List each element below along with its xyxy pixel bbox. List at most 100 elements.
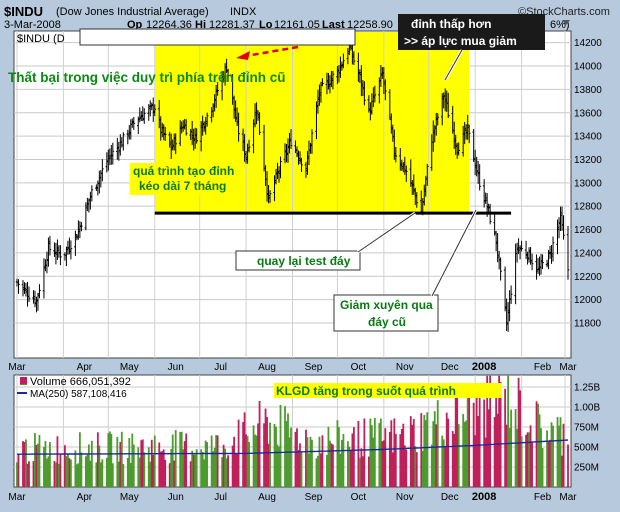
annotation-break-2: đáy cũ	[368, 315, 406, 329]
volume-bar	[89, 460, 92, 487]
time-tick-label: Nov	[396, 492, 414, 503]
volume-bar	[26, 463, 29, 487]
volume-bar	[381, 441, 384, 487]
volume-bar	[320, 453, 322, 487]
volume-bar	[444, 446, 447, 487]
volume-time-axis: Mar Apr May Jun Jul Aug Sep Oct Nov Dec 2008 Feb Mar	[8, 491, 577, 503]
volume-bar	[363, 418, 366, 487]
volume-bar	[28, 461, 30, 487]
volume-bar	[514, 409, 517, 487]
volume-bar	[384, 428, 387, 487]
dropdown-arrow-icon[interactable]	[562, 20, 570, 25]
volume-bar	[164, 459, 167, 487]
volume-bar	[266, 417, 268, 487]
volume-bar	[200, 449, 203, 487]
volume-bar	[35, 444, 38, 487]
volume-bar	[47, 456, 50, 487]
volume-bar	[255, 435, 258, 487]
volume-bar	[411, 424, 414, 487]
annotation-volume: KLGD tăng trong suốt quá trình	[276, 384, 456, 398]
volume-bar	[504, 388, 507, 487]
volume-bar	[212, 451, 215, 487]
volume-bar	[216, 435, 219, 487]
volume-bar	[204, 440, 207, 487]
volume-bar	[56, 436, 59, 487]
volume-bar	[519, 390, 521, 487]
volume-tick-label: 1.25B	[574, 383, 600, 394]
volume-bar	[441, 435, 444, 487]
volume-bar	[454, 395, 457, 487]
volume-bar	[227, 455, 230, 487]
volume-bar	[67, 454, 69, 487]
volume-bar	[69, 459, 72, 487]
volume-bar	[435, 424, 438, 487]
time-tick-label: Jun	[168, 362, 184, 373]
volume-bar	[317, 455, 319, 487]
volume-bar	[245, 434, 247, 487]
volume-bar	[433, 411, 436, 487]
time-tick-label: Dec	[441, 362, 459, 373]
volume-bar	[119, 441, 122, 487]
price-tick-label: 13800	[574, 85, 602, 96]
price-axis: 11800 12000 12200 12400 12600 12800 13000 13200…	[574, 38, 602, 329]
volume-bar	[547, 440, 550, 487]
volume-bar	[370, 425, 373, 487]
volume-bar	[276, 444, 279, 487]
price-tick-label: 13200	[574, 155, 602, 166]
volume-bar	[158, 442, 161, 487]
volume-bar	[161, 451, 164, 487]
volume-bar	[275, 426, 277, 487]
volume-bar	[339, 453, 342, 487]
volume-bar	[499, 381, 502, 487]
time-tick-label: Aug	[258, 362, 276, 373]
volume-bar	[37, 443, 39, 487]
volume-bar	[17, 453, 20, 487]
volume-bar	[294, 431, 297, 487]
volume-bar	[390, 420, 393, 487]
volume-bar	[149, 461, 152, 487]
volume-bar	[77, 463, 80, 487]
time-tick-label: Mar	[559, 492, 577, 503]
price-tick-label: 12000	[574, 295, 602, 306]
volume-bar	[552, 425, 554, 487]
volume-bar	[46, 458, 48, 487]
volume-bar	[388, 431, 391, 487]
time-tick-label: Jun	[168, 492, 184, 503]
volume-bar	[367, 456, 370, 487]
volume-bar	[90, 440, 93, 487]
volume-bar	[379, 418, 382, 487]
volume-bar	[483, 399, 486, 487]
volume-bar	[203, 459, 206, 487]
volume-bar	[516, 428, 518, 487]
callout-retest-box	[235, 250, 361, 271]
time-tick-label: Sep	[305, 492, 323, 503]
volume-bar	[278, 446, 280, 487]
volume-bar	[349, 449, 352, 487]
volume-bar	[233, 436, 236, 487]
volume-bar	[475, 384, 478, 487]
volume-bar	[453, 433, 456, 487]
volume-bar	[451, 431, 454, 487]
time-tick-label: Mar	[8, 492, 26, 503]
open-value: 12264.36	[146, 19, 192, 31]
volume-bar	[462, 413, 465, 487]
volume-bar	[351, 433, 354, 487]
volume-bar	[269, 422, 271, 487]
volume-bar	[423, 415, 426, 487]
volume-bar	[420, 413, 423, 487]
volume-bar	[457, 424, 460, 487]
volume-bar	[288, 437, 291, 487]
volume-bar	[111, 463, 114, 487]
annotation-topping-1: quá trình tạo đỉnh	[133, 164, 234, 178]
volume-bar	[486, 375, 489, 487]
volume-bar	[173, 460, 176, 487]
volume-bar	[99, 462, 102, 487]
volume-bar	[246, 436, 249, 487]
pointer-lower-high-outline	[444, 49, 463, 81]
volume-bar	[108, 431, 111, 487]
volume-bar	[16, 462, 18, 487]
volume-bar	[22, 441, 24, 487]
volume-bar	[263, 423, 265, 487]
low-value: 12161.05	[274, 19, 320, 31]
time-tick-label: Oct	[351, 492, 367, 503]
